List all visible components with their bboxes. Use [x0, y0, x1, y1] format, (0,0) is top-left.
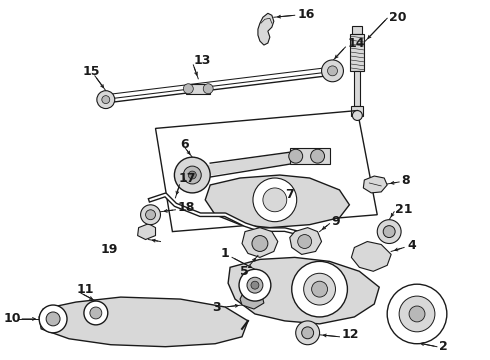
Polygon shape — [351, 242, 391, 271]
Polygon shape — [352, 26, 362, 34]
Text: 5: 5 — [240, 265, 249, 278]
Text: 4: 4 — [407, 239, 416, 252]
Text: 14: 14 — [347, 37, 365, 50]
Text: 2: 2 — [439, 340, 448, 353]
Text: 6: 6 — [180, 138, 189, 151]
Circle shape — [304, 273, 336, 305]
Polygon shape — [351, 105, 363, 116]
Circle shape — [253, 178, 297, 222]
Circle shape — [203, 84, 213, 94]
Circle shape — [409, 306, 425, 322]
Text: 12: 12 — [342, 328, 359, 341]
Circle shape — [252, 235, 268, 251]
Polygon shape — [228, 257, 379, 324]
Polygon shape — [290, 228, 321, 255]
Text: 3: 3 — [212, 301, 221, 314]
Polygon shape — [240, 291, 264, 309]
Circle shape — [239, 269, 271, 301]
Polygon shape — [205, 175, 349, 228]
Text: 8: 8 — [401, 174, 410, 186]
Text: 7: 7 — [285, 188, 294, 201]
Polygon shape — [138, 224, 155, 239]
Circle shape — [352, 111, 362, 121]
Text: 16: 16 — [298, 8, 315, 21]
Circle shape — [383, 226, 395, 238]
Polygon shape — [39, 297, 248, 347]
Text: 13: 13 — [193, 54, 211, 67]
Circle shape — [102, 96, 110, 104]
Circle shape — [174, 157, 210, 193]
Text: 19: 19 — [101, 243, 118, 256]
Circle shape — [289, 149, 303, 163]
Text: 21: 21 — [395, 203, 413, 216]
Circle shape — [292, 261, 347, 317]
Text: 9: 9 — [332, 215, 340, 228]
Polygon shape — [186, 84, 210, 94]
Polygon shape — [290, 148, 329, 164]
Polygon shape — [258, 13, 274, 45]
Circle shape — [298, 235, 312, 248]
Polygon shape — [363, 176, 387, 193]
Circle shape — [321, 60, 343, 82]
Circle shape — [39, 305, 67, 333]
Circle shape — [327, 66, 338, 76]
Text: 17: 17 — [178, 171, 196, 185]
Circle shape — [247, 277, 263, 293]
Circle shape — [251, 281, 259, 289]
Polygon shape — [242, 228, 278, 257]
Circle shape — [141, 205, 161, 225]
Circle shape — [46, 312, 60, 326]
Circle shape — [302, 327, 314, 339]
Circle shape — [183, 166, 201, 184]
Text: 18: 18 — [177, 201, 195, 214]
Text: 15: 15 — [83, 66, 100, 78]
Text: 20: 20 — [389, 11, 407, 24]
Circle shape — [263, 188, 287, 212]
Circle shape — [311, 149, 324, 163]
Circle shape — [312, 281, 327, 297]
Text: 1: 1 — [220, 247, 229, 260]
Circle shape — [84, 301, 108, 325]
Circle shape — [90, 307, 102, 319]
Text: 11: 11 — [77, 283, 95, 296]
Polygon shape — [354, 71, 360, 105]
Circle shape — [146, 210, 155, 220]
Circle shape — [387, 284, 447, 344]
Circle shape — [97, 91, 115, 109]
Circle shape — [399, 296, 435, 332]
Circle shape — [295, 321, 319, 345]
Text: 10: 10 — [3, 312, 21, 325]
Circle shape — [377, 220, 401, 243]
Polygon shape — [350, 34, 365, 71]
Circle shape — [188, 171, 196, 179]
Circle shape — [183, 84, 193, 94]
